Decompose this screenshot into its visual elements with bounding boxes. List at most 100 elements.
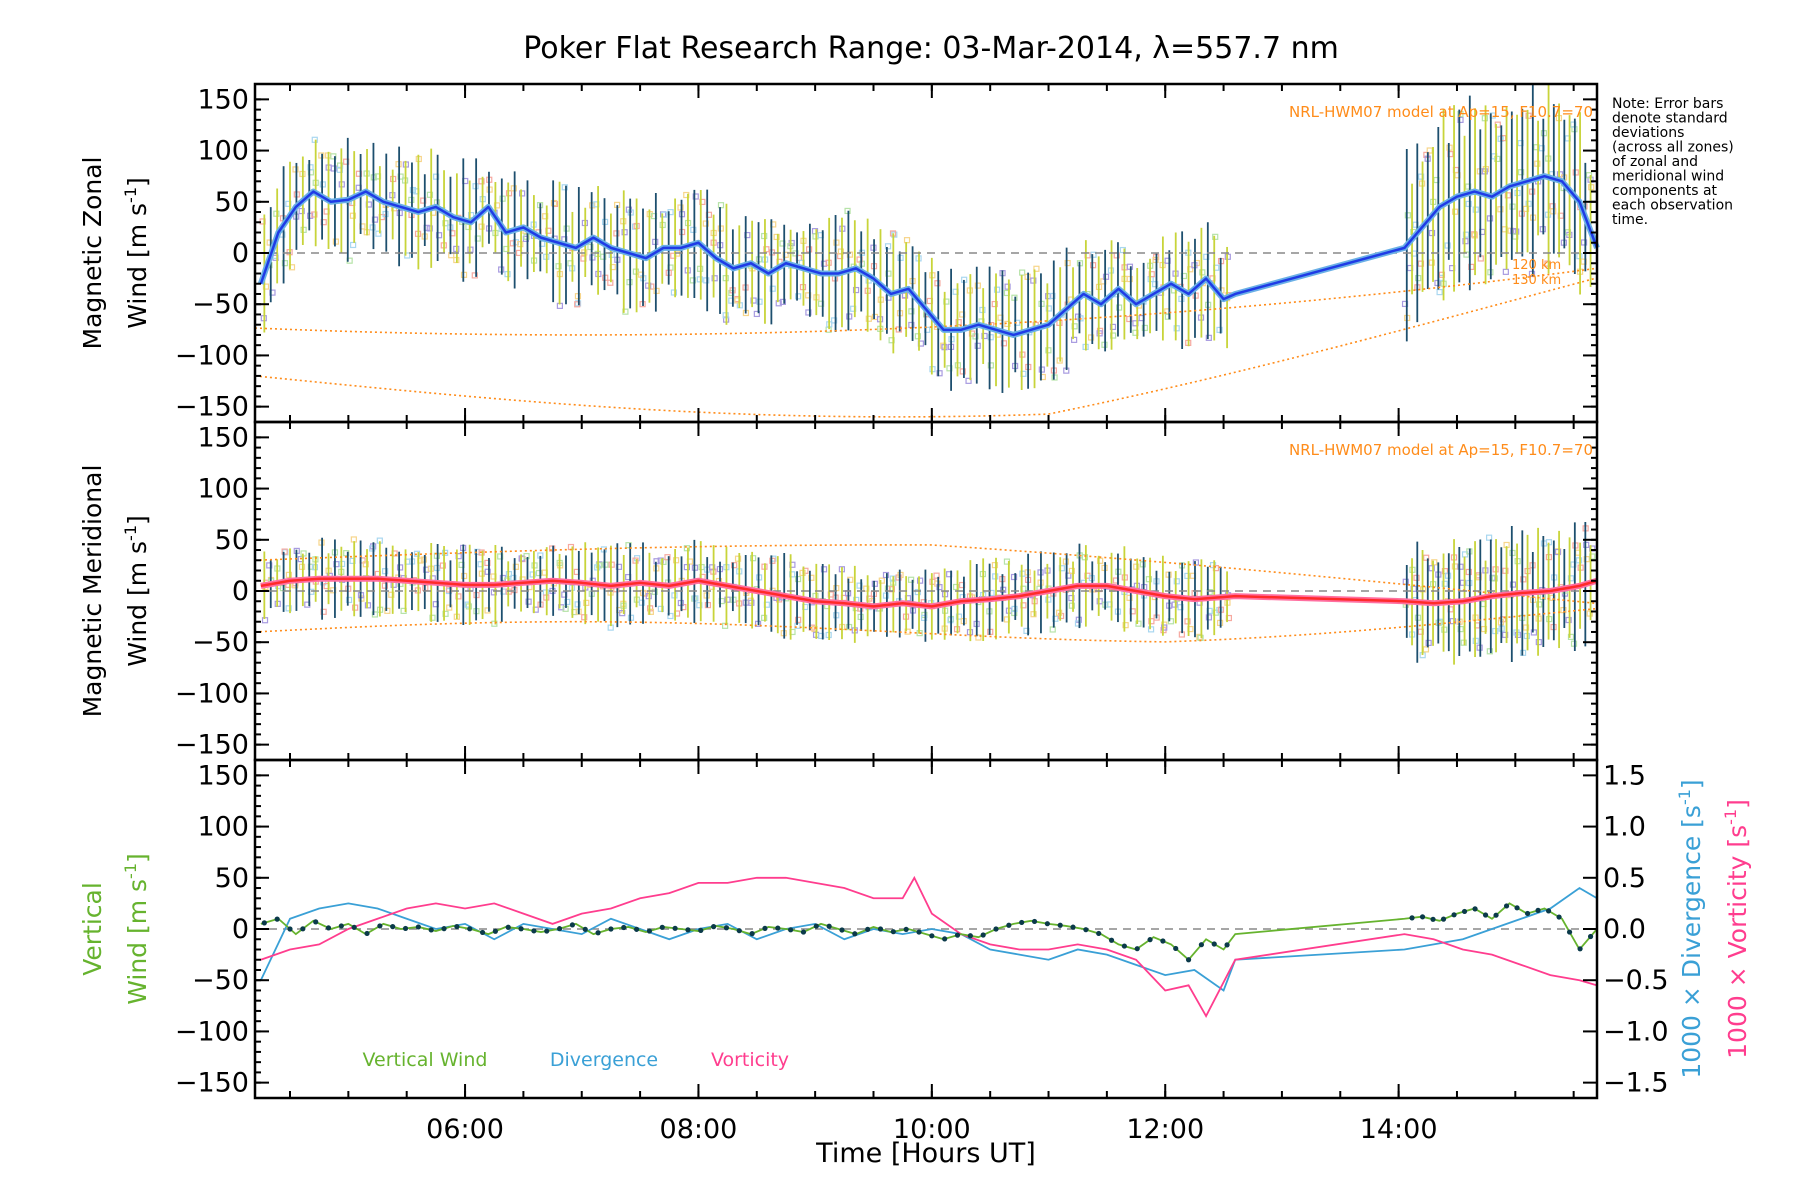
scatter-point: [846, 251, 854, 258]
scatter-point: [703, 277, 710, 284]
vertical-wind-point: [1057, 922, 1063, 928]
scatter-point: [478, 178, 485, 185]
scatter-point: [955, 613, 963, 620]
meridional-panel: 150 100 50 0 −50 −100 −150 NRL-HWM07 model at …: [78, 420, 1599, 762]
scatter-point: [756, 298, 763, 305]
scatter-point: [987, 334, 994, 341]
scatter-point: [657, 605, 664, 612]
vertical-wind-point: [1211, 941, 1217, 947]
scatter-point: [885, 270, 892, 277]
scatter-point: [1525, 112, 1532, 119]
scatter-point: [672, 557, 680, 564]
scatter-point: [426, 191, 434, 198]
vorticity-axis-close: ]: [1723, 799, 1752, 809]
scatter-point: [484, 607, 491, 614]
meridional-model-label: NRL-HWM07 model at Ap=15, F10.7=70: [1289, 441, 1593, 459]
xtick-label: 14:00: [1360, 1114, 1438, 1145]
scatter-point: [1133, 563, 1140, 570]
scatter-point: [397, 173, 404, 180]
scatter-point: [1465, 568, 1472, 576]
scatter-point: [683, 545, 691, 552]
note-line: denote standard: [1612, 111, 1728, 127]
scatter-point: [1457, 110, 1464, 118]
scatter-point: [433, 173, 440, 180]
scatter-point: [523, 233, 530, 240]
scatter-point: [1422, 646, 1430, 653]
ytick-label: 50: [215, 525, 249, 556]
scatter-point: [1096, 598, 1103, 605]
scatter-point: [435, 232, 443, 239]
scatter-point: [1049, 292, 1056, 300]
ytick-label: 0: [232, 576, 249, 607]
scatter-point: [837, 248, 844, 255]
ytick-label: 100: [197, 474, 249, 505]
scatter-point: [1199, 269, 1206, 276]
scatter-point: [396, 564, 404, 571]
legend-divergence: Divergence: [550, 1049, 658, 1071]
meridional-mean-line: [260, 577, 1598, 608]
scatter-point: [336, 162, 344, 169]
scatter-point: [1203, 253, 1210, 260]
scatter-point: [895, 326, 902, 333]
legend-vertical-wind: Vertical Wind: [363, 1049, 488, 1071]
scatter-point: [1030, 277, 1037, 284]
scatter-point: [349, 212, 357, 219]
scatter-point: [965, 377, 972, 384]
scatter-point: [285, 571, 293, 578]
scatter-point: [350, 241, 357, 249]
scatter-point: [1090, 251, 1097, 258]
vertical-wind-point: [1451, 912, 1457, 918]
scatter-point: [1504, 192, 1511, 199]
vertical-wind-point: [1044, 921, 1050, 927]
scatter-point: [775, 300, 782, 307]
divergence-line: [260, 886, 1598, 992]
scatter-point: [583, 599, 590, 606]
scatter-point: [1428, 229, 1436, 237]
scatter-point: [863, 585, 870, 592]
scatter-point: [975, 634, 982, 641]
zonal-ylabel-close: ]: [123, 177, 152, 187]
vertical-wind-point: [826, 923, 832, 929]
scatter-point: [1570, 561, 1577, 568]
scatter-point: [1444, 242, 1451, 249]
scatter-point: [1074, 620, 1082, 627]
divergence-axis-label: 1000 × Divergence [s-1]: [1675, 779, 1706, 1078]
vertical-wind-point: [531, 928, 537, 934]
divergence-axis-sup: -1: [1675, 789, 1694, 805]
scatter-point: [972, 333, 979, 340]
scatter-point: [805, 309, 812, 316]
vertical-wind-point: [1147, 937, 1153, 943]
vertical-wind-point: [1514, 905, 1520, 911]
scatter-point: [722, 622, 729, 629]
model-curve: [254, 607, 1598, 643]
scatter-point: [1167, 618, 1175, 625]
vertical-wind-point: [1461, 908, 1468, 915]
vertical-wind-point: [402, 925, 409, 932]
scatter-point: [1177, 604, 1184, 611]
vertical-wind-point: [800, 929, 807, 935]
legend-vorticity: Vorticity: [711, 1049, 789, 1071]
scatter-point: [619, 610, 626, 617]
vertical-wind-point: [492, 928, 498, 934]
model-curve: [254, 267, 1598, 336]
vertical-ylabel-line1: Vertical: [78, 882, 107, 976]
scatter-point: [865, 315, 872, 322]
meridional-ylabel-close: ]: [123, 515, 152, 525]
scatter-point: [512, 563, 519, 570]
vertical-wind-point: [441, 926, 447, 932]
scatter-point: [773, 233, 780, 241]
scatter-point: [993, 286, 1001, 293]
scatter-point: [1033, 265, 1040, 272]
vertical-wind-point: [1535, 907, 1541, 913]
scatter-point: [1081, 554, 1088, 561]
scatter-point: [750, 297, 757, 304]
scatter-point: [281, 548, 288, 555]
scatter-point: [581, 614, 588, 621]
vertical-wind-point: [595, 930, 601, 936]
ytick-label: −50: [192, 965, 249, 996]
vertical-wind-point: [762, 925, 768, 931]
xtick-label: 10:00: [893, 1114, 971, 1145]
vertical-ylabel-line2: Wind [m s-1]: [121, 853, 152, 1005]
scatter-point: [940, 342, 947, 349]
